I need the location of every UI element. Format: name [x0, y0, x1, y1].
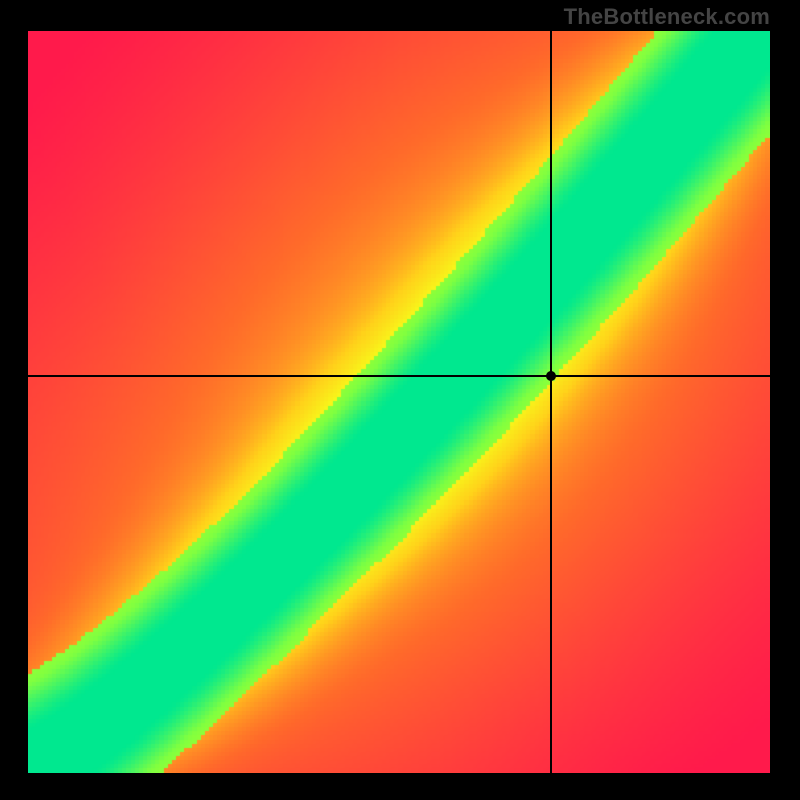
plot-area: [28, 31, 770, 773]
heatmap-canvas: [28, 31, 770, 773]
watermark-text: TheBottleneck.com: [564, 4, 770, 30]
crosshair-horizontal: [28, 375, 770, 377]
chart-container: TheBottleneck.com: [0, 0, 800, 800]
crosshair-vertical: [550, 31, 552, 773]
marker-point: [546, 371, 556, 381]
